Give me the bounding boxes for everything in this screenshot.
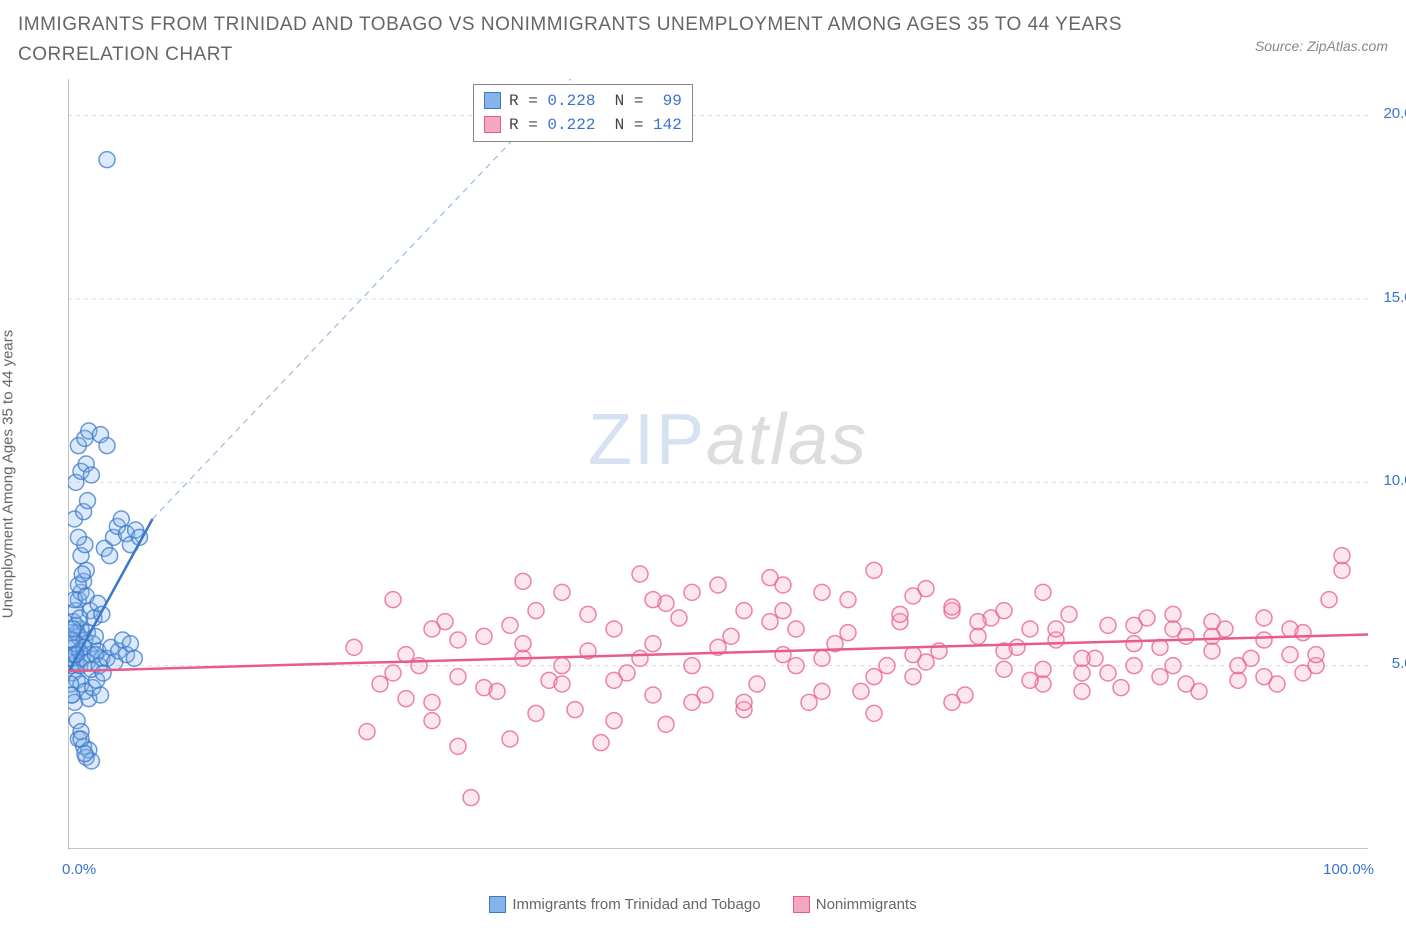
legend-label: Nonimmigrants	[816, 896, 917, 913]
y-tick-label: 5.0%	[1392, 655, 1406, 672]
y-tick-label: 20.0%	[1383, 105, 1406, 122]
x-tick-left: 0.0%	[62, 861, 96, 878]
legend-item: Nonimmigrants	[793, 896, 917, 913]
scatter-plot: ZIPatlas R = 0.228 N = 99R = 0.222 N = 1…	[68, 79, 1368, 854]
y-tick-label: 10.0%	[1383, 472, 1406, 489]
legend-item: Immigrants from Trinidad and Tobago	[489, 896, 760, 913]
legend-swatch-icon	[793, 896, 810, 913]
legend-swatch-icon	[489, 896, 506, 913]
stats-box: R = 0.228 N = 99R = 0.222 N = 142	[473, 84, 693, 142]
y-axis-label: Unemployment Among Ages 35 to 44 years	[0, 330, 17, 619]
source-attribution: Source: ZipAtlas.com	[1255, 38, 1388, 54]
x-tick-right: 100.0%	[1323, 861, 1374, 878]
legend: Immigrants from Trinidad and Tobago Noni…	[18, 896, 1388, 917]
stats-row: R = 0.222 N = 142	[484, 113, 682, 137]
legend-label: Immigrants from Trinidad and Tobago	[512, 896, 760, 913]
stats-row: R = 0.228 N = 99	[484, 89, 682, 113]
y-tick-label: 15.0%	[1383, 289, 1406, 306]
chart-title: IMMIGRANTS FROM TRINIDAD AND TOBAGO VS N…	[18, 10, 1168, 71]
